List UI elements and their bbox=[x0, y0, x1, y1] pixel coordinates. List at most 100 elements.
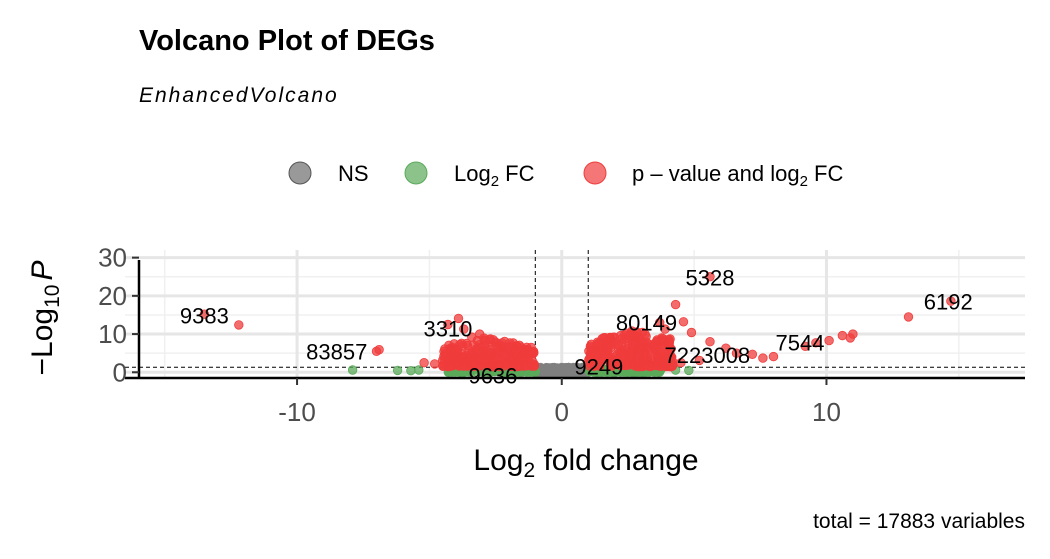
pfc-point bbox=[800, 341, 811, 352]
pfc-point bbox=[477, 342, 488, 352]
fc-point bbox=[684, 365, 694, 376]
pfc-point bbox=[449, 339, 459, 349]
y-tick-label: 10 bbox=[98, 319, 127, 349]
pfc-point bbox=[686, 327, 697, 338]
fc-point bbox=[414, 365, 424, 375]
point-label: 7544 bbox=[776, 330, 825, 355]
pfc-point bbox=[430, 359, 440, 369]
pfc-point bbox=[676, 358, 686, 368]
legend-key-ns bbox=[288, 161, 312, 185]
pfc-point bbox=[489, 352, 500, 362]
legend-key-pfc bbox=[583, 161, 607, 185]
y-tick-label: 20 bbox=[98, 281, 127, 311]
ns-point bbox=[577, 369, 587, 379]
pfc-point bbox=[731, 348, 742, 358]
point-label: 9383 bbox=[180, 304, 229, 329]
pfc-point bbox=[599, 333, 609, 343]
pfc-point bbox=[494, 361, 505, 372]
point-label: 9249 bbox=[574, 355, 623, 380]
pfc-point bbox=[445, 346, 455, 356]
legend-label-pfc: p – value and log2 FC bbox=[632, 161, 843, 190]
pfc-point bbox=[604, 354, 614, 365]
legend: NS Log2 FC p – value and log2 FC bbox=[288, 161, 843, 190]
pfc-point bbox=[460, 357, 471, 367]
point-label: 83857 bbox=[306, 339, 367, 364]
pfc-point bbox=[705, 272, 715, 282]
legend-label-fc: Log2 FC bbox=[454, 161, 535, 190]
point-label: 80149 bbox=[616, 311, 677, 336]
pfc-point bbox=[666, 358, 676, 369]
pfc-point bbox=[655, 317, 665, 328]
pfc-point bbox=[768, 351, 779, 362]
pfc-point bbox=[657, 336, 667, 346]
pfc-point bbox=[645, 361, 656, 372]
pfc-point bbox=[477, 356, 487, 367]
x-tick-label: 10 bbox=[812, 397, 841, 427]
pfc-point bbox=[199, 309, 210, 319]
pfc-point bbox=[641, 337, 652, 347]
pfc-point bbox=[504, 342, 514, 352]
pfc-point bbox=[670, 299, 681, 310]
pfc-point bbox=[626, 351, 636, 361]
data-points bbox=[199, 272, 956, 379]
pfc-point bbox=[637, 327, 648, 338]
pfc-point bbox=[419, 358, 429, 368]
pfc-point bbox=[598, 347, 609, 357]
pfc-point bbox=[824, 335, 834, 346]
x-tick-label: -10 bbox=[278, 397, 316, 427]
pfc-point bbox=[464, 348, 474, 358]
point-label: 3310 bbox=[423, 316, 472, 341]
pfc-point bbox=[608, 337, 619, 347]
pfc-point bbox=[633, 361, 643, 372]
pfc-point bbox=[234, 320, 244, 330]
pfc-point bbox=[705, 337, 715, 347]
pfc-point bbox=[616, 351, 626, 362]
pfc-point bbox=[445, 361, 456, 371]
legend-label-ns: NS bbox=[338, 161, 369, 186]
pfc-point bbox=[903, 312, 914, 322]
chart-subtitle: EnhancedVolcano bbox=[139, 84, 339, 107]
pfc-point bbox=[721, 343, 731, 353]
pfc-point bbox=[811, 338, 821, 348]
pfc-point bbox=[758, 353, 768, 363]
pfc-point bbox=[440, 352, 451, 362]
y-tick-label: 0 bbox=[113, 357, 127, 387]
point-label: 5328 bbox=[686, 266, 735, 291]
pfc-point bbox=[946, 296, 956, 306]
pfc-point bbox=[663, 344, 673, 355]
pfc-point bbox=[443, 319, 453, 330]
pfc-point bbox=[837, 330, 848, 341]
pfc-point bbox=[652, 351, 662, 362]
pfc-point bbox=[475, 329, 485, 339]
pfc-point bbox=[459, 324, 469, 334]
ns-point bbox=[545, 367, 554, 377]
pfc-point bbox=[678, 317, 689, 327]
pfc-point bbox=[374, 345, 384, 355]
ns-point bbox=[558, 368, 567, 378]
y-tick-label: 30 bbox=[98, 243, 127, 273]
x-axis-title: Log2 fold change bbox=[473, 444, 698, 482]
pfc-point bbox=[694, 355, 705, 366]
chart-title: Volcano Plot of DEGs bbox=[139, 25, 435, 57]
point-label: 7223008 bbox=[665, 343, 751, 368]
fc-point bbox=[392, 365, 403, 376]
pfc-point bbox=[627, 339, 638, 349]
plot-area: 5328 6192 9383 3310 80149 7544 83857 7223008 963… bbox=[98, 243, 1025, 427]
pfc-point bbox=[453, 313, 464, 324]
point-label: 9636 bbox=[468, 363, 517, 388]
pfc-point bbox=[660, 324, 670, 334]
pfc-point bbox=[848, 329, 858, 339]
point-label: 6192 bbox=[924, 290, 973, 315]
grid bbox=[125, 250, 1025, 378]
fc-point bbox=[406, 366, 416, 376]
x-tick-label: 0 bbox=[555, 397, 569, 427]
pfc-point bbox=[508, 361, 519, 371]
axes: -10 0 10 0 10 20 30 bbox=[98, 243, 1025, 427]
fc-point bbox=[347, 365, 358, 375]
ns-point bbox=[564, 362, 573, 372]
point-labels: 5328 6192 9383 3310 80149 7544 83857 7223008 963… bbox=[180, 266, 973, 389]
pfc-point bbox=[747, 349, 758, 360]
y-axis-title: −Log10P bbox=[26, 261, 64, 376]
pfc-point bbox=[523, 352, 534, 363]
